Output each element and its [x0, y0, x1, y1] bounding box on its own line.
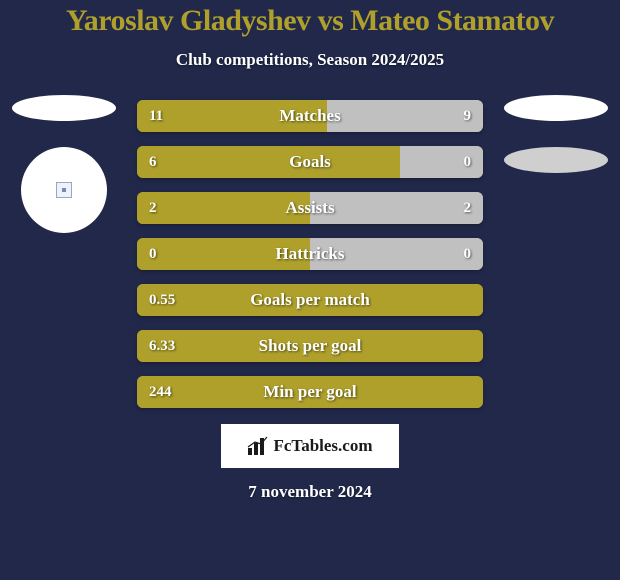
bar-label: Matches — [137, 100, 483, 132]
bar-row: 119Matches — [137, 100, 483, 132]
left-avatar-circle — [21, 147, 107, 233]
content-wrap: 119Matches 60Goals 22Assists 00Hattricks 0.5… — [0, 100, 620, 408]
bar-label: Assists — [137, 192, 483, 224]
bar-label: Goals — [137, 146, 483, 178]
bar-row: 6.33Shots per goal — [137, 330, 483, 362]
bar-row: 00Hattricks — [137, 238, 483, 270]
bar-label: Hattricks — [137, 238, 483, 270]
bars-column: 119Matches 60Goals 22Assists 00Hattricks 0.5… — [137, 100, 483, 408]
bar-label: Min per goal — [137, 376, 483, 408]
image-placeholder-icon — [56, 182, 72, 198]
page-subtitle: Club competitions, Season 2024/2025 — [176, 50, 444, 70]
page-title: Yaroslav Gladyshev vs Mateo Stamatov — [66, 4, 554, 38]
right-ellipse-1 — [504, 95, 608, 121]
right-ellipse-2 — [504, 147, 608, 173]
placeholder-dot — [62, 188, 66, 192]
bar-label: Goals per match — [137, 284, 483, 316]
left-side-col — [9, 95, 119, 408]
bars-logo-icon — [247, 436, 269, 456]
page-root: Yaroslav Gladyshev vs Mateo Stamatov Clu… — [0, 0, 620, 580]
logo-box: FcTables.com — [221, 424, 398, 468]
date-text: 7 november 2024 — [248, 482, 371, 502]
bar-row: 60Goals — [137, 146, 483, 178]
bar-row: 22Assists — [137, 192, 483, 224]
left-ellipse-1 — [12, 95, 116, 121]
bar-row: 0.55Goals per match — [137, 284, 483, 316]
logo-text: FcTables.com — [273, 436, 372, 456]
right-side-col — [501, 95, 611, 408]
bar-label: Shots per goal — [137, 330, 483, 362]
bar-row: 244Min per goal — [137, 376, 483, 408]
